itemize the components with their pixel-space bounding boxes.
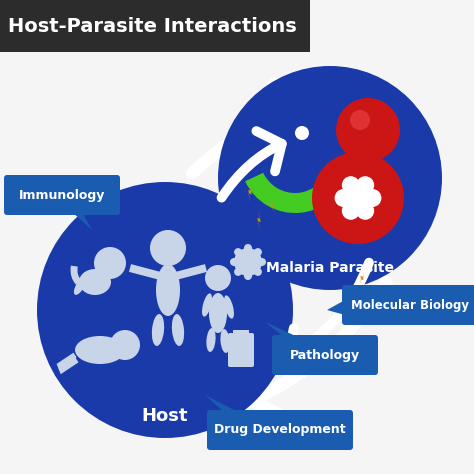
Text: Malaria Parasite: Malaria Parasite [266,261,394,275]
Polygon shape [257,210,261,230]
Polygon shape [366,298,370,318]
Polygon shape [205,395,240,413]
FancyArrowPatch shape [221,131,282,198]
Circle shape [234,248,242,256]
Text: Drug Development: Drug Development [214,423,346,437]
Text: Host: Host [142,407,188,425]
Circle shape [350,110,370,130]
FancyArrowPatch shape [192,84,305,173]
Text: Immunology: Immunology [19,189,105,201]
Circle shape [258,258,266,266]
Circle shape [336,98,400,162]
Ellipse shape [79,269,111,295]
Polygon shape [72,212,92,230]
FancyBboxPatch shape [207,410,353,450]
Text: Molecular Biology: Molecular Biology [351,299,469,311]
Circle shape [342,202,360,220]
Ellipse shape [202,293,212,317]
Ellipse shape [156,264,180,316]
Ellipse shape [172,314,184,346]
Circle shape [244,272,252,280]
Circle shape [254,248,262,256]
Ellipse shape [224,295,234,319]
Circle shape [356,202,374,220]
FancyArrowPatch shape [288,263,369,368]
Ellipse shape [206,328,216,352]
Ellipse shape [209,293,227,333]
Ellipse shape [220,329,229,353]
Polygon shape [374,284,382,302]
Text: Pathology: Pathology [290,348,360,362]
Ellipse shape [152,314,164,346]
Bar [0,0,310,52]
Circle shape [356,176,374,194]
Polygon shape [361,268,364,288]
Circle shape [349,189,367,207]
Circle shape [312,152,404,244]
Text: Host-Parasite Interactions: Host-Parasite Interactions [8,17,297,36]
Bar [233,330,249,337]
Circle shape [94,247,126,279]
FancyBboxPatch shape [4,175,120,215]
Polygon shape [327,300,345,315]
FancyArrow shape [129,264,169,282]
FancyBboxPatch shape [228,333,254,367]
Circle shape [335,189,353,207]
Circle shape [234,268,242,276]
Polygon shape [265,322,300,338]
FancyBboxPatch shape [272,335,378,375]
Circle shape [230,258,238,266]
Circle shape [364,189,382,207]
Circle shape [342,176,360,194]
Ellipse shape [75,336,125,364]
Circle shape [234,248,262,276]
Circle shape [295,126,309,140]
Wedge shape [245,167,348,213]
Circle shape [205,265,231,291]
Circle shape [244,244,252,252]
Circle shape [110,330,140,360]
Polygon shape [268,196,276,214]
Polygon shape [248,181,252,203]
FancyBboxPatch shape [342,285,474,325]
Circle shape [254,268,262,276]
Circle shape [37,182,293,438]
FancyArrowPatch shape [252,283,386,417]
Ellipse shape [74,277,86,295]
Circle shape [150,230,186,266]
FancyArrow shape [167,264,207,282]
Circle shape [218,66,442,290]
